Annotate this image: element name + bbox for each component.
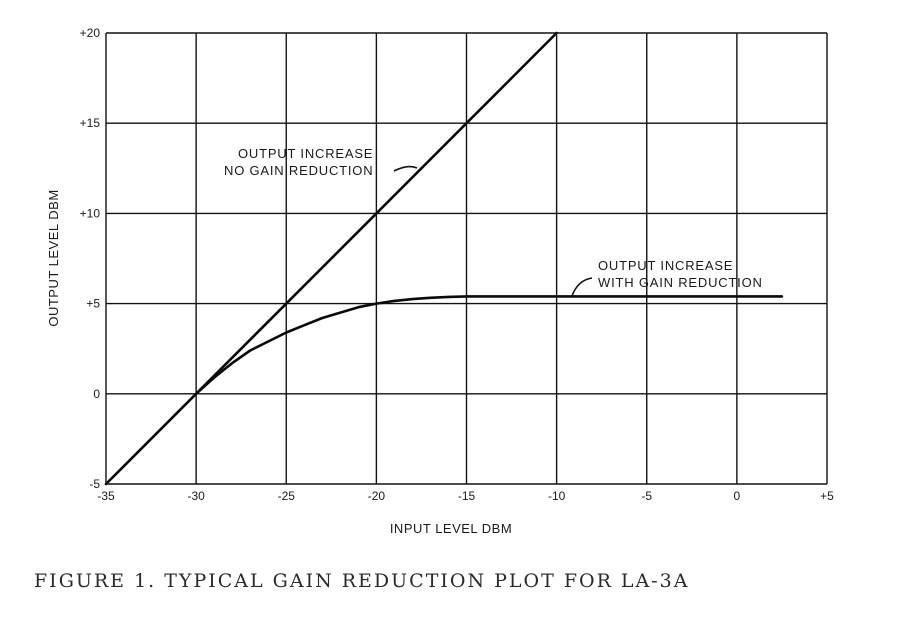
x-tick-label: -35 (97, 489, 115, 503)
annotation-1-line-2: NO GAIN REDUCTION (224, 163, 373, 178)
annotation-no-gain-reduction: OUTPUT INCREASE NO GAIN REDUCTION (224, 146, 418, 178)
series (104, 31, 784, 486)
annotation-2-leader (571, 277, 593, 297)
x-tick-label: -20 (368, 489, 386, 503)
y-tick-label: +20 (80, 26, 101, 40)
x-axis-title: INPUT LEVEL DBM (390, 521, 512, 536)
x-tick-label: -30 (187, 489, 205, 503)
series-with-gain-reduction (194, 295, 784, 396)
y-tick-label: +15 (80, 116, 101, 130)
annotation-1-leader (393, 165, 418, 172)
y-tick-label: +10 (80, 206, 101, 220)
x-tick-label: -15 (458, 489, 476, 503)
annotation-with-gain-reduction: OUTPUT INCREASE WITH GAIN REDUCTION (571, 258, 763, 297)
y-tick-label: -5 (89, 477, 100, 491)
annotation-2-line-1: OUTPUT INCREASE (598, 258, 733, 273)
y-tick-label: +5 (86, 297, 100, 311)
x-tick-labels: -35 -30 -25 -20 -15 -10 -5 0 +5 (97, 489, 834, 503)
x-tick-label: -25 (278, 489, 296, 503)
y-tick-label: 0 (93, 387, 100, 401)
x-tick-label: 0 (734, 489, 741, 503)
series-no-gain-reduction (104, 31, 558, 486)
x-tick-label: -5 (641, 489, 652, 503)
y-axis-title: OUTPUT LEVEL DBM (46, 189, 61, 326)
x-tick-label: -10 (548, 489, 566, 503)
annotation-2-line-2: WITH GAIN REDUCTION (598, 275, 763, 290)
figure-caption: FIGURE 1. TYPICAL GAIN REDUCTION PLOT FO… (34, 570, 690, 592)
x-tick-label: +5 (820, 489, 834, 503)
annotation-1-line-1: OUTPUT INCREASE (238, 146, 373, 161)
y-tick-labels: -5 0 +5 +10 +15 +20 (80, 26, 101, 491)
